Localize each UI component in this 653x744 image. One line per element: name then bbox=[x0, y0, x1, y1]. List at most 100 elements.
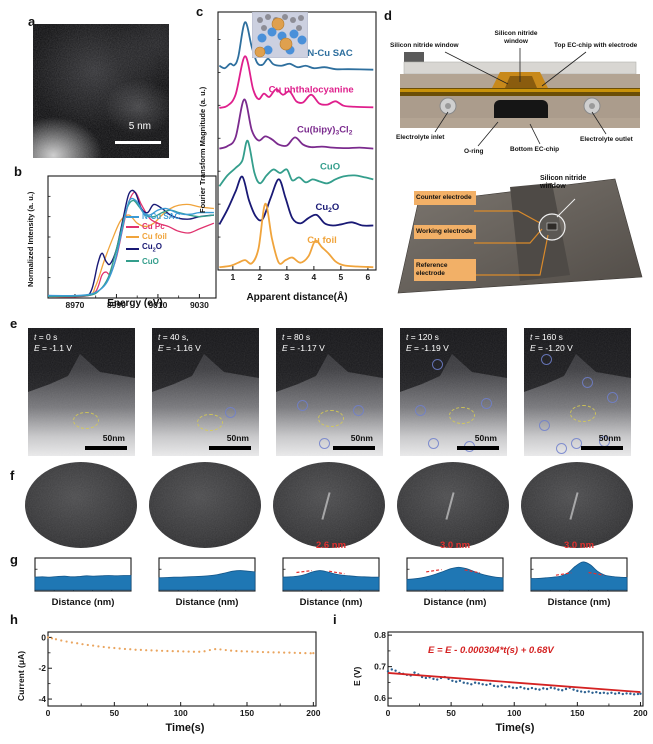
particle-circle-annotation bbox=[607, 392, 619, 403]
tem-crop-ellipse-2 bbox=[149, 462, 261, 548]
particle-streak bbox=[321, 492, 331, 520]
y-axis-label-h: Current (μA) bbox=[16, 650, 26, 702]
panel-label-f: f bbox=[10, 468, 15, 483]
curve-label: CuO bbox=[320, 162, 340, 173]
x-axis-label-h: Time(s) bbox=[165, 722, 205, 734]
series-cu-foil bbox=[219, 202, 374, 269]
scale-bar-text: 50nm bbox=[598, 433, 621, 443]
series-n-cu-sac bbox=[218, 21, 374, 71]
particle-circle-annotation bbox=[427, 438, 439, 450]
chart-current-time: 0 50 100 150 200 0 -2 -4 bbox=[30, 624, 322, 722]
svg-text:1: 1 bbox=[230, 272, 235, 282]
curve-label: Cu2O bbox=[316, 202, 340, 214]
series-height-profile-t=0s bbox=[34, 575, 132, 591]
frame-annotation-text: t = 40 s, E = -1.16 V bbox=[158, 332, 201, 353]
series-cu2o bbox=[218, 175, 374, 227]
scale-bar bbox=[457, 446, 499, 450]
particle-ellipse-annotation bbox=[196, 413, 223, 431]
svg-text:9010: 9010 bbox=[148, 300, 167, 310]
legend-swatch bbox=[126, 247, 139, 250]
legend-swatch bbox=[126, 225, 139, 228]
series-cu-foil bbox=[47, 203, 214, 298]
svg-text:100: 100 bbox=[174, 708, 188, 718]
y-axis-label-i: E (V) bbox=[352, 666, 362, 686]
height-annotation: 3.0 nm bbox=[439, 540, 471, 551]
tem-crop-ellipse-5 bbox=[521, 462, 633, 548]
scale-bar-text: 50nm bbox=[226, 433, 249, 443]
panel-label-c: c bbox=[196, 4, 204, 19]
label-silicon-nitride-window-left: Silicon nitride window bbox=[390, 42, 459, 49]
panel-label-d: d bbox=[384, 8, 392, 23]
scale-bar bbox=[85, 446, 127, 450]
scale-bar bbox=[581, 446, 623, 450]
particle-circle-annotation bbox=[556, 443, 568, 455]
legend-label: CuO bbox=[142, 256, 159, 266]
ec-chip-render: Counter electrode Working electrode Refe… bbox=[390, 165, 650, 312]
svg-text:-4: -4 bbox=[38, 694, 46, 704]
svg-text:0: 0 bbox=[46, 708, 51, 718]
calibration-equation: E = E - 0.000304*t(s) + 0.68V bbox=[428, 645, 554, 656]
svg-text:0: 0 bbox=[41, 632, 46, 642]
particle-circle-annotation bbox=[481, 398, 493, 410]
svg-text:200: 200 bbox=[633, 708, 647, 718]
series-linear-fit bbox=[387, 672, 641, 693]
svg-text:150: 150 bbox=[240, 708, 254, 718]
legend-label: Cu foil bbox=[142, 232, 167, 241]
particle-circle-annotation bbox=[224, 407, 236, 419]
series-height-profile-t=160s bbox=[530, 561, 628, 591]
legend-entry: CuO bbox=[126, 257, 180, 266]
chart-height-profile-4 bbox=[405, 556, 505, 596]
particle-streak bbox=[569, 492, 579, 520]
chart-exafs: 1 2 3 4 5 6 N-Cu SAC Cu phthalocyanine Cu(bipy)3… bbox=[212, 8, 380, 296]
label-silicon-nitride-window-chip: Silicon nitride window bbox=[540, 175, 587, 190]
curve-label: Cu(bipy)3Cl2 bbox=[297, 124, 353, 136]
particle-ellipse-annotation bbox=[317, 409, 344, 427]
svg-text:2: 2 bbox=[257, 272, 262, 282]
particle-circle-annotation bbox=[353, 404, 365, 416]
scale-bar-text: 50nm bbox=[102, 433, 125, 443]
chart-height-profile-2 bbox=[157, 556, 257, 596]
particle-ellipse-annotation bbox=[570, 404, 596, 422]
legend-swatch bbox=[126, 215, 139, 218]
svg-text:-2: -2 bbox=[38, 663, 46, 673]
label-electrolyte-outlet: Electrolyte outlet bbox=[580, 136, 633, 143]
tem-image-a: 5 nm bbox=[33, 24, 169, 158]
series-cu-pc bbox=[47, 191, 215, 298]
scale-bar-text-a: 5 nm bbox=[128, 121, 151, 132]
particle-circle-annotation bbox=[414, 404, 426, 416]
x-axis-label-c: Apparent distance(Å) bbox=[246, 292, 348, 303]
series-cu2o bbox=[47, 189, 215, 297]
svg-text:100: 100 bbox=[507, 708, 521, 718]
scale-bar-text: 50nm bbox=[474, 433, 497, 443]
svg-text:0.7: 0.7 bbox=[374, 662, 386, 672]
height-annotation: 3.0 nm bbox=[563, 540, 595, 551]
label-counter-electrode: Counter electrode bbox=[414, 191, 476, 205]
particle-circle-annotation bbox=[432, 358, 444, 370]
svg-text:150: 150 bbox=[570, 708, 584, 718]
legend-xanes: N-Cu SAC Cu Pc Cu foil Cu2O CuO bbox=[126, 212, 180, 267]
particle-ellipse-annotation bbox=[449, 407, 476, 425]
svg-text:200: 200 bbox=[306, 708, 320, 718]
label-working-electrode: Working electrode bbox=[414, 225, 476, 239]
legend-label: N-Cu SAC bbox=[142, 212, 181, 221]
particle-circle-annotation bbox=[581, 376, 593, 388]
curve-label: Cu phthalocyanine bbox=[269, 85, 354, 96]
x-axis-label-distance: Distance (nm) bbox=[423, 597, 487, 608]
label-reference-electrode: Reference electrode bbox=[414, 259, 476, 281]
particle-ellipse-annotation bbox=[72, 412, 99, 430]
series-height-profile-t=40s bbox=[158, 570, 256, 591]
series-height-profile-t=120s bbox=[406, 566, 504, 591]
x-axis-label-distance: Distance (nm) bbox=[299, 597, 363, 608]
label-top-ec-chip: Top EC-chip with electrode bbox=[554, 42, 638, 49]
particle-circle-annotation bbox=[318, 438, 330, 450]
panel-label-b: b bbox=[14, 164, 22, 179]
noise-overlay bbox=[33, 24, 169, 158]
scale-bar-a bbox=[115, 141, 161, 144]
x-axis-label-distance: Distance (nm) bbox=[547, 597, 611, 608]
